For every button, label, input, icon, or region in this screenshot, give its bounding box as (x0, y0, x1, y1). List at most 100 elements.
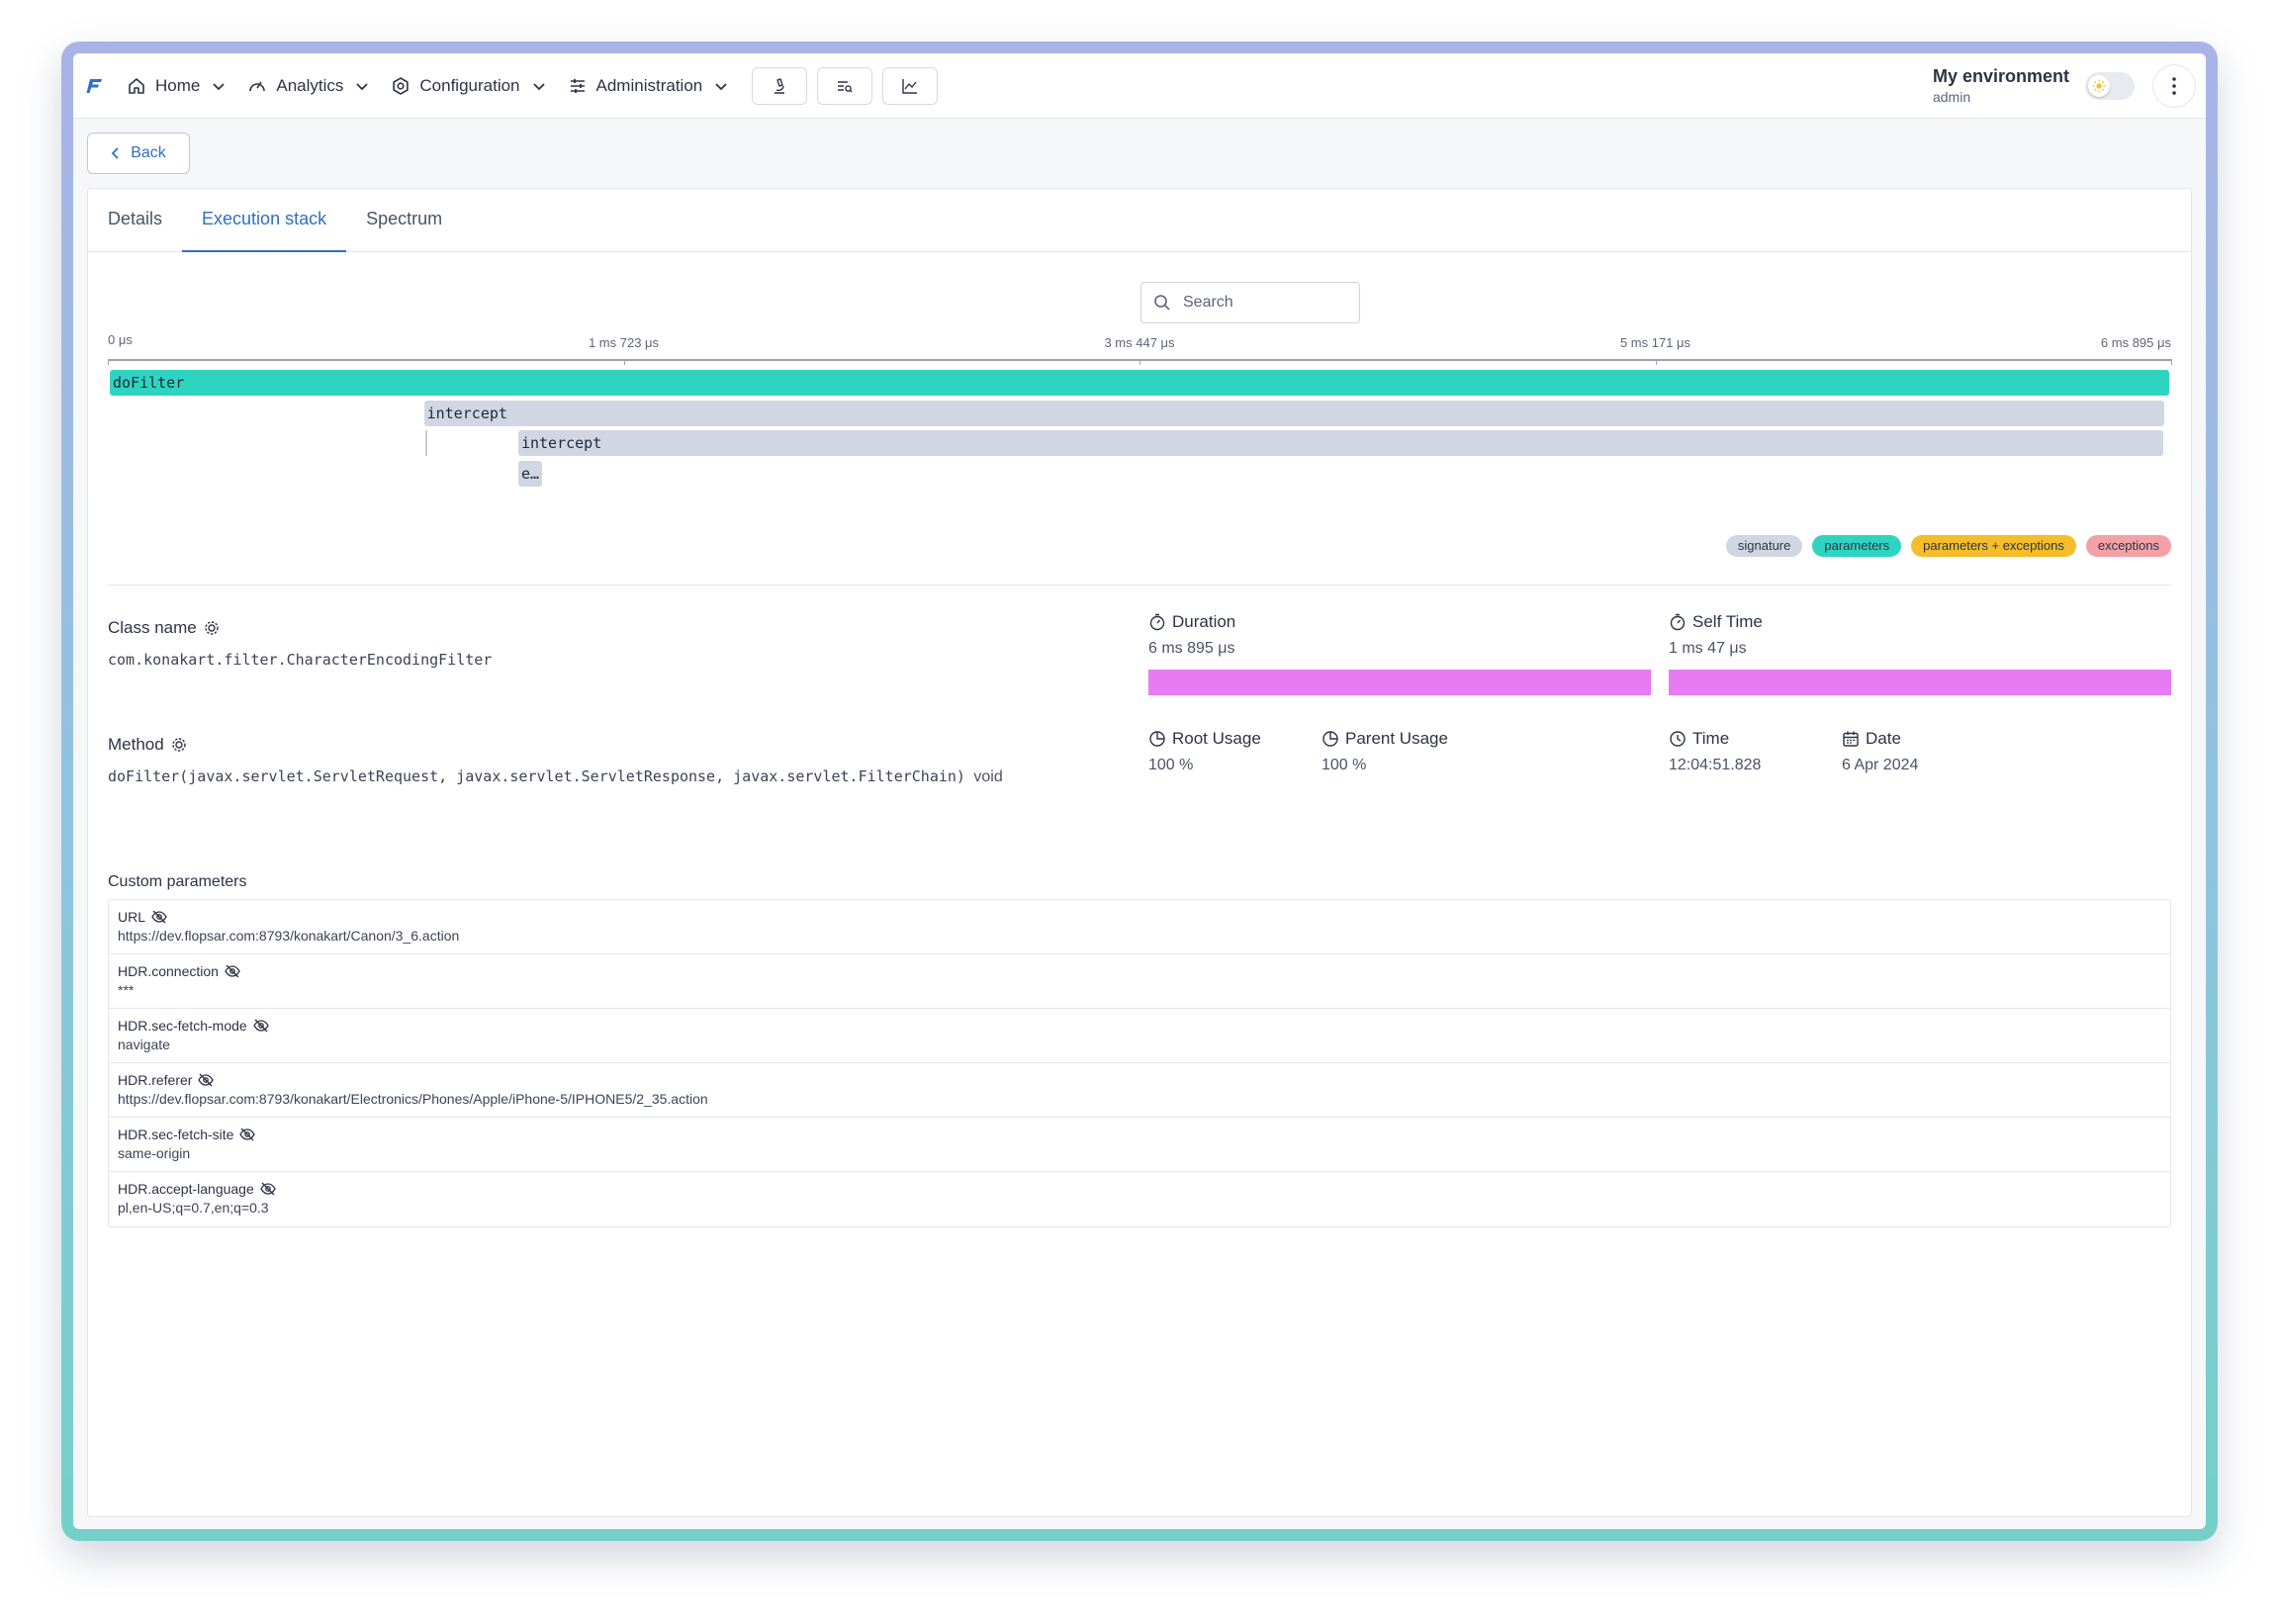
eye-off-icon[interactable] (198, 1073, 215, 1087)
list-search-icon (838, 80, 853, 92)
root-usage-value: 100 % (1148, 757, 1194, 773)
self-time-value: 1 ms 47 μs (1669, 640, 1747, 657)
legend-pill: exceptions (2085, 535, 2171, 557)
eye-off-icon[interactable] (239, 1128, 256, 1141)
parameter-value: *** (118, 982, 135, 998)
microscope-button[interactable] (752, 66, 808, 105)
tab-spectrum[interactable]: Spectrum (366, 209, 443, 228)
app-window: Home Analytics Configuration Administrat… (73, 53, 2206, 1529)
parameter-value: navigate (118, 1037, 170, 1052)
nav-configuration[interactable]: Configuration (391, 76, 545, 96)
microscope-icon (775, 77, 785, 94)
parameter-row: HDR.sec-fetch-mode navigate (109, 1009, 2170, 1063)
nav-analytics[interactable]: Analytics (247, 76, 369, 96)
flame-graph: doFilter intercept intercept e… (108, 370, 2171, 498)
root-usage-label: Root Usage (1148, 729, 1261, 749)
nav-administration[interactable]: Administration (568, 76, 729, 96)
parameter-value: https://dev.flopsar.com:8793/konakart/El… (118, 1091, 708, 1107)
legend-pill: signature (1725, 535, 1803, 557)
self-time-label: Self Time (1669, 612, 1763, 632)
parameter-name-text: HDR.sec-fetch-mode (118, 1018, 247, 1034)
settings-icon (205, 621, 219, 635)
root-usage-label-text: Root Usage (1172, 729, 1261, 748)
date-label: Date (1842, 729, 1901, 749)
eye-off-icon[interactable] (225, 964, 240, 978)
stopwatch-icon (1149, 613, 1165, 631)
parameter-row: HDR.sec-fetch-site same-origin (109, 1118, 2170, 1172)
environment-info[interactable]: My environment admin (1933, 66, 2069, 105)
list-search-button[interactable] (817, 66, 873, 105)
app-logo-icon[interactable] (85, 76, 105, 96)
class-name-label-text: Class name (108, 618, 197, 637)
parent-usage-label: Parent Usage (1322, 729, 1448, 749)
parameter-name: HDR.referer (118, 1072, 2170, 1088)
parameter-value: same-origin (118, 1145, 191, 1161)
chevron-down-icon (715, 82, 727, 90)
timeline-tick (2171, 359, 2172, 365)
date-value: 6 Apr 2024 (1842, 757, 1919, 773)
home-icon (129, 77, 144, 94)
back-button[interactable]: Back (87, 133, 190, 174)
flame-frame-intercept[interactable]: intercept (423, 400, 2165, 426)
more-menu-button[interactable] (2152, 63, 2196, 108)
flame-frame-dofilter[interactable]: doFilter (110, 370, 2169, 396)
parent-usage-label-text: Parent Usage (1345, 729, 1448, 748)
execution-details-card: Details Execution stack Spectrum 0 μs 1 m… (87, 188, 2192, 1517)
adjustments-icon (570, 78, 585, 93)
tab-execution-stack[interactable]: Execution stack (182, 209, 347, 252)
timeline-tick-label: 5 ms 171 μs (1619, 335, 1691, 350)
search-icon (1154, 295, 1170, 311)
parameter-row: URL https://dev.flopsar.com:8793/konakart… (109, 900, 2170, 954)
parent-usage-value: 100 % (1322, 757, 1367, 773)
timeline-tick-label: 0 μs (108, 332, 133, 347)
nav-home[interactable]: Home (127, 76, 226, 96)
nav-analytics-label: Analytics (276, 75, 344, 95)
duration-label-text: Duration (1172, 612, 1236, 631)
parameter-name: HDR.sec-fetch-site (118, 1127, 2170, 1142)
chart-button[interactable] (882, 66, 939, 105)
chevron-down-icon (356, 82, 369, 90)
environment-area: My environment admin (1933, 63, 2206, 108)
timeline-tick-label: 3 ms 447 μs (1104, 335, 1175, 350)
class-name-value: com.konakart.filter.CharacterEncodingFil… (108, 651, 493, 669)
nav-home-label: Home (155, 75, 201, 95)
time-value: 12:04:51.828 (1669, 757, 1762, 773)
theme-toggle-knob (2088, 74, 2110, 97)
legend: signature parameters parameters + exceptio… (1725, 535, 2171, 557)
date-label-text: Date (1866, 729, 1901, 748)
parameter-row: HDR.accept-language pl,en-US;q=0.7,en;q=0… (109, 1172, 2170, 1226)
timeline-tick (1655, 359, 1657, 365)
search-input[interactable] (1183, 294, 1341, 312)
detail-tabs: Details Execution stack Spectrum (88, 189, 2191, 252)
nav-administration-label: Administration (595, 75, 703, 95)
parameter-name: URL (118, 909, 2170, 925)
class-name-label: Class name (108, 618, 221, 638)
flame-frame-intercept[interactable]: intercept (517, 430, 2163, 456)
nav-configuration-label: Configuration (419, 75, 520, 95)
tab-details[interactable]: Details (108, 209, 163, 228)
eye-off-icon[interactable] (260, 1182, 276, 1196)
theme-toggle[interactable] (2085, 71, 2135, 100)
method-return-type: void (973, 768, 1003, 785)
section-divider (108, 585, 2171, 586)
dots-vertical-icon (2172, 76, 2176, 95)
parameter-row: HDR.connection *** (109, 954, 2170, 1009)
parameter-name-text: URL (118, 909, 146, 925)
method-label-text: Method (108, 735, 164, 754)
self-time-label-text: Self Time (1692, 612, 1763, 631)
sun-icon (2092, 79, 2106, 92)
method-label: Method (108, 735, 188, 755)
timeline-tick (108, 359, 109, 365)
gauge-icon (249, 81, 266, 91)
settings-icon (393, 76, 410, 95)
search-box (1140, 282, 1360, 323)
environment-name: My environment (1932, 66, 2069, 86)
timeline-tick (623, 359, 625, 365)
pie-chart-icon (1322, 731, 1338, 747)
eye-off-icon[interactable] (252, 1019, 269, 1033)
parameter-name-text: HDR.accept-language (118, 1181, 254, 1197)
stopwatch-icon (1670, 613, 1686, 631)
eye-off-icon[interactable] (151, 910, 167, 924)
parameter-row: HDR.referer https://dev.flopsar.com:8793/… (109, 1063, 2170, 1118)
flame-frame-e[interactable]: e… (517, 460, 542, 487)
